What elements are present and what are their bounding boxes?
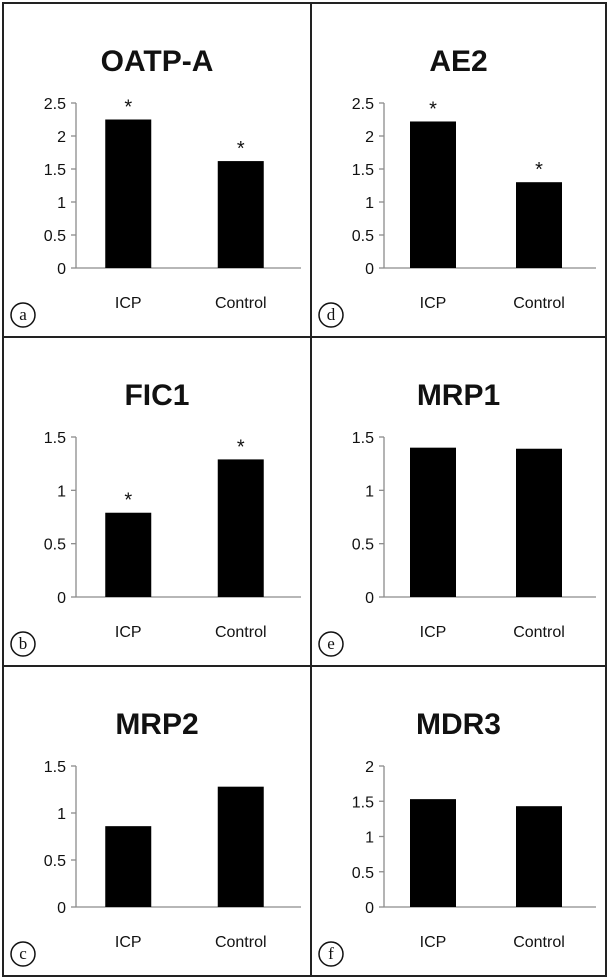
bar-icp bbox=[105, 826, 152, 907]
bar-control bbox=[516, 182, 562, 268]
chart-title: MRP1 bbox=[417, 379, 500, 412]
y-tick-label: 2.5 bbox=[44, 96, 66, 113]
y-tick-label: 2 bbox=[57, 129, 66, 146]
y-tick-label: 0.5 bbox=[352, 537, 374, 554]
x-category-label: ICP bbox=[420, 624, 447, 641]
x-category-label: Control bbox=[513, 934, 565, 951]
panel-label-letter: c bbox=[19, 944, 27, 963]
chart-panel-e: MRP1 0 0.5 1 1.5 ICP Control e bbox=[318, 379, 596, 657]
panel-label-badge bbox=[10, 631, 36, 657]
y-tick-label: 1.5 bbox=[44, 759, 66, 776]
y-tick-label: 0 bbox=[57, 590, 66, 607]
y-tick-label: 1 bbox=[57, 483, 66, 500]
panel-label-letter: f bbox=[328, 944, 334, 963]
x-category-label: ICP bbox=[115, 934, 142, 951]
chart-panel-d: AE2 0 0.5 1 1.5 2 2.5 * ICP * Control d bbox=[318, 45, 596, 328]
y-tick-label: 1 bbox=[365, 483, 374, 500]
x-category-label: ICP bbox=[115, 295, 142, 312]
y-tick-label: 2 bbox=[365, 759, 374, 776]
significance-marker: * bbox=[124, 97, 132, 119]
panel-label-badge bbox=[318, 302, 344, 328]
bar-icp bbox=[410, 799, 456, 907]
panel-label-badge bbox=[10, 941, 36, 967]
chart-title: MRP2 bbox=[115, 708, 198, 741]
bar-control bbox=[217, 786, 264, 907]
y-tick-label: 1.5 bbox=[44, 162, 66, 179]
y-tick-label: 0.5 bbox=[44, 853, 66, 870]
panel-label-letter: d bbox=[327, 305, 336, 324]
chart-title: FIC1 bbox=[124, 379, 189, 412]
chart-panel-f: MDR3 0 0.5 1 1.5 2 ICP Control f bbox=[318, 708, 596, 967]
y-tick-label: 2 bbox=[365, 129, 374, 146]
chart-title: AE2 bbox=[429, 45, 487, 78]
y-tick-label: 1 bbox=[57, 195, 66, 212]
x-category-label: ICP bbox=[115, 624, 142, 641]
significance-marker: * bbox=[237, 138, 245, 160]
significance-marker: * bbox=[429, 98, 437, 120]
x-category-label: Control bbox=[215, 624, 267, 641]
y-tick-label: 0 bbox=[365, 590, 374, 607]
x-category-label: Control bbox=[513, 295, 565, 312]
significance-marker: * bbox=[535, 159, 543, 181]
y-tick-label: 0 bbox=[57, 261, 66, 278]
significance-marker: * bbox=[124, 490, 132, 512]
chart-title: MDR3 bbox=[416, 708, 501, 741]
panel-label-letter: a bbox=[19, 305, 27, 324]
y-tick-label: 0.5 bbox=[352, 865, 374, 882]
y-tick-label: 1.5 bbox=[44, 430, 66, 447]
significance-marker: * bbox=[237, 436, 245, 458]
y-tick-label: 1.5 bbox=[352, 162, 374, 179]
panel-label-badge bbox=[10, 302, 36, 328]
y-tick-label: 1 bbox=[57, 806, 66, 823]
panel-label-letter: b bbox=[19, 634, 28, 653]
y-tick-label: 0.5 bbox=[44, 228, 66, 245]
bar-icp bbox=[410, 121, 456, 268]
y-tick-label: 0 bbox=[365, 261, 374, 278]
y-tick-label: 1.5 bbox=[352, 794, 374, 811]
y-tick-label: 2.5 bbox=[352, 96, 374, 113]
y-tick-label: 0.5 bbox=[44, 537, 66, 554]
y-tick-label: 1.5 bbox=[352, 430, 374, 447]
bar-icp bbox=[105, 119, 152, 268]
panel-label-letter: e bbox=[327, 634, 335, 653]
bar-control bbox=[217, 459, 264, 597]
bar-control bbox=[516, 448, 562, 597]
y-tick-label: 0 bbox=[365, 900, 374, 917]
bar-control bbox=[516, 806, 562, 907]
y-tick-label: 0.5 bbox=[352, 228, 374, 245]
chart-title: OATP-A bbox=[101, 45, 214, 78]
panel-label-badge bbox=[318, 631, 344, 657]
chart-panel-a: OATP-A 0 0.5 1 1.5 2 2.5 * ICP * Control a bbox=[10, 45, 301, 328]
y-tick-label: 1 bbox=[365, 195, 374, 212]
bar-icp bbox=[410, 447, 456, 597]
x-category-label: Control bbox=[215, 934, 267, 951]
x-category-label: ICP bbox=[420, 934, 447, 951]
panel-label-badge bbox=[318, 941, 344, 967]
bar-icp bbox=[105, 512, 152, 597]
x-category-label: ICP bbox=[420, 295, 447, 312]
x-category-label: Control bbox=[215, 295, 267, 312]
y-tick-label: 0 bbox=[57, 900, 66, 917]
y-tick-label: 1 bbox=[365, 830, 374, 847]
chart-panel-c: MRP2 0 0.5 1 1.5 ICP Control c bbox=[10, 708, 301, 967]
chart-panel-b: FIC1 0 0.5 1 1.5 * ICP * Control b bbox=[10, 379, 301, 657]
bar-control bbox=[217, 161, 264, 268]
x-category-label: Control bbox=[513, 624, 565, 641]
